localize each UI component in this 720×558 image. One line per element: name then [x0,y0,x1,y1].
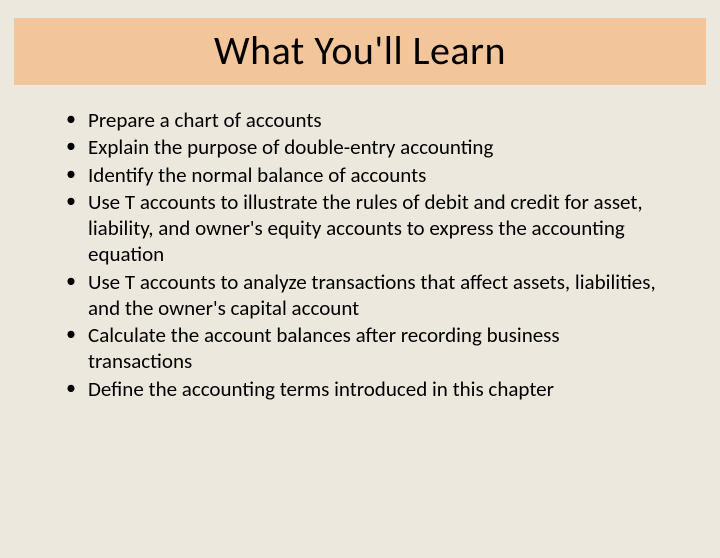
list-item: Explain the purpose of double-entry acco… [60,134,660,160]
list-item: Use T accounts to analyze transactions t… [60,269,660,322]
list-item: Use T accounts to illustrate the rules o… [60,189,660,268]
list-item: Prepare a chart of accounts [60,107,660,133]
list-item: Define the accounting terms introduced i… [60,376,660,402]
list-item: Calculate the account balances after rec… [60,322,660,375]
title-band: What You'll Learn [14,18,706,85]
list-item: Identify the normal balance of accounts [60,162,660,188]
slide-content: Prepare a chart of accounts Explain the … [0,85,720,402]
slide-title: What You'll Learn [14,26,706,75]
bullet-list: Prepare a chart of accounts Explain the … [60,107,660,402]
